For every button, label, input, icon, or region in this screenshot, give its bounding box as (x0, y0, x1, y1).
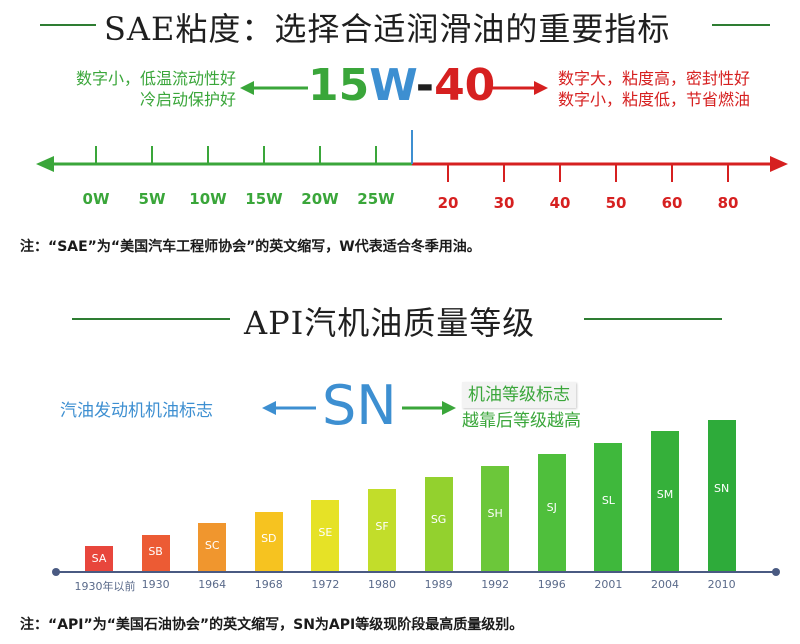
sae-title: SAE粘度：选择合适润滑油的重要指标 (104, 10, 671, 48)
sae-winter-tick-label: 10W (189, 190, 227, 208)
sae-winter-tick-label: 15W (245, 190, 283, 208)
sae-viscosity-scale (36, 130, 788, 182)
sae-summer-tick-label: 30 (493, 194, 515, 212)
api-gasoline-engine-note: 汽油发动机机油标志 (60, 401, 213, 421)
api-grade-bar-label: SA (91, 552, 107, 565)
api-grade-bar-label: SC (204, 538, 220, 552)
api-grade-bar-label: SD (261, 532, 277, 546)
api-grade-bar-label: SN (713, 481, 730, 495)
sae-winter-tick-label: 25W (357, 190, 395, 208)
sae-right-note-line1: 数字大，粘度高，密封性好 (558, 69, 751, 88)
sae-code-dash: - (415, 60, 435, 111)
api-grade-bar-label: SF (375, 519, 389, 533)
api-grade-bar: SJ (537, 454, 566, 571)
sae-summer-tick-label: 80 (717, 194, 739, 212)
sae-winter-tick-label: 5W (138, 190, 166, 208)
sae-left-note-line2: 冷启动保护好 (139, 90, 236, 109)
sae-high-temp-note: 数字大，粘度高，密封性好 数字小，粘度低，节省燃油 (558, 68, 794, 110)
api-grade-bar: SE (311, 500, 340, 571)
api-footnote: 注：“API”为“美国石油协会”的英文缩写，SN为API等级现阶段最高质量级别。 (20, 617, 524, 633)
sae-code-winter-w: W (369, 60, 416, 111)
api-grade-year-label: 1989 (424, 578, 453, 591)
api-grade-note-line2: 越靠后等级越高 (462, 411, 581, 431)
api-grade-year-label: 1968 (254, 578, 283, 591)
sae-right-note-line2: 数字小，粘度低，节省燃油 (558, 90, 751, 109)
api-title-line-left (72, 318, 230, 320)
api-grade-bar-label: SB (148, 544, 163, 558)
api-green-arrow-icon (402, 401, 456, 415)
api-grade-year-label: 2010 (707, 578, 736, 591)
sae-footnote: 注：“SAE”为“美国汽车工程师协会”的英文缩写，W代表适合冬季用油。 (20, 239, 481, 255)
api-grade-year-label: 1996 (537, 578, 566, 591)
api-grade-bar-label: SJ (546, 500, 557, 514)
api-grade-bar-label: SG (430, 513, 447, 527)
sae-summer-tick-label: 60 (661, 194, 683, 212)
sae-scale-left-arrow-icon (36, 156, 54, 172)
sae-title-line-left (40, 24, 96, 26)
api-grade-bar-label: SE (318, 525, 333, 539)
api-grade-bar: SN (707, 419, 736, 571)
api-timeline (52, 568, 780, 576)
api-grade-year-label: 1964 (198, 578, 227, 591)
api-grade-bars: SA SB SC SD SE SF SG SH SJ SL SM SN (85, 419, 736, 571)
sae-green-arrow-icon (240, 81, 308, 95)
sae-summer-tick-label: 20 (437, 194, 459, 212)
api-grade-bar-label: SM (656, 488, 674, 501)
api-grade-year-label: 1992 (481, 578, 510, 591)
api-grade-bar: SF (368, 488, 396, 571)
sae-summer-tick-label: 50 (605, 194, 627, 212)
sae-winter-tick-label: 0W (82, 190, 110, 208)
api-grade-year-label: 2004 (651, 578, 679, 591)
sae-title-line-right (712, 24, 770, 26)
api-blue-arrow-icon (262, 401, 316, 415)
sae-low-temp-note: 数字小，低温流动性好 冷启动保护好 (40, 68, 236, 110)
api-grade-bar: SL (594, 442, 623, 571)
sae-left-note-line1: 数字小，低温流动性好 (75, 69, 236, 88)
api-grade-year-label: 1930年以前 (74, 580, 136, 593)
api-grade-bar: SM (651, 431, 679, 571)
api-grade-bar-label: SH (487, 506, 503, 520)
api-grade-bar: SB (141, 534, 170, 571)
sae-code-winter-15: 15 (308, 60, 370, 111)
sae-viscosity-code: 15W-40 (308, 60, 495, 111)
api-title: API汽机油质量等级 (244, 304, 536, 342)
sae-code-summer: 40 (434, 60, 496, 111)
api-grade-bar: SD (254, 511, 283, 571)
sae-red-arrow-icon (490, 81, 548, 95)
api-grade-bar: SC (198, 523, 227, 571)
sae-scale-right-arrow-icon (770, 156, 788, 172)
api-grade-code: SN (322, 374, 397, 437)
api-grade-year-label: 1980 (368, 578, 396, 591)
api-grade-bar: SG (424, 477, 453, 571)
api-grade-bar: SA (85, 546, 113, 571)
api-grade-bar: SH (481, 465, 510, 571)
api-title-line-right (584, 318, 722, 320)
sae-winter-tick-label: 20W (301, 190, 339, 208)
api-grade-year-label: 1972 (311, 578, 340, 591)
api-grade-year-label: 1930 (141, 578, 170, 591)
sae-summer-tick-label: 40 (549, 194, 571, 212)
api-grade-note-line1: 机油等级标志 (462, 382, 576, 408)
api-grade-bar-label: SL (601, 494, 615, 508)
api-grade-note: 机油等级标志 越靠后等级越高 (462, 382, 581, 434)
api-grade-year-label: 2001 (594, 578, 623, 591)
